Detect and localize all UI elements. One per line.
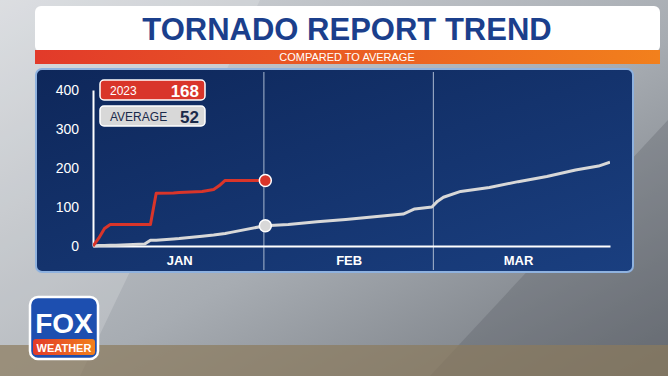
x-tick-label: JAN (167, 253, 193, 268)
legend-value: 52 (180, 108, 199, 127)
legend-value: 168 (171, 82, 199, 101)
latest-point (259, 220, 271, 232)
logo-subtext: WEATHER (37, 342, 92, 354)
plot-marks (93, 162, 610, 246)
y-tick: 300 (56, 121, 93, 137)
background-field (0, 345, 668, 376)
month-divider (433, 72, 434, 270)
x-tick: MAR (504, 246, 534, 268)
legend-label: AVERAGE (110, 110, 167, 124)
series-line (93, 162, 610, 246)
chart-root: TORNADO REPORT TREND COMPARED TO AVERAGE 0… (0, 0, 668, 376)
subtitle-bar (35, 50, 660, 64)
y-tick-label: 100 (56, 199, 80, 215)
x-tick: FEB (336, 246, 362, 268)
title: TORNADO REPORT TREND (142, 12, 551, 47)
y-tick: 0 (71, 238, 93, 254)
background (0, 0, 668, 376)
y-tick: 100 (56, 199, 93, 215)
logo: FOX WEATHER (30, 297, 98, 359)
chart-panel (36, 69, 633, 272)
y-tick: 400 (56, 82, 93, 98)
y-tick-label: 400 (56, 82, 80, 98)
y-tick-label: 300 (56, 121, 80, 137)
header-box (35, 6, 660, 52)
legend-swatch (100, 80, 205, 100)
subtitle: COMPARED TO AVERAGE (279, 51, 415, 63)
y-tick: 200 (56, 160, 93, 176)
x-tick-label: FEB (336, 253, 362, 268)
legend: 2023 168 AVERAGE 52 (100, 80, 205, 127)
legend-swatch (100, 106, 205, 126)
series-line (93, 180, 265, 246)
y-tick-label: 200 (56, 160, 80, 176)
x-axis: JAN FEB MAR (94, 246, 611, 268)
y-axis: 0 100 200 300 400 (56, 82, 94, 254)
x-tick-label: MAR (504, 253, 534, 268)
y-tick-label: 0 (71, 238, 79, 254)
legend-label: 2023 (110, 84, 137, 98)
logo-text: FOX (35, 308, 93, 339)
month-divider (263, 72, 264, 270)
x-axis-line (94, 246, 611, 248)
y-axis-line (93, 91, 95, 247)
latest-point (259, 174, 271, 186)
dividers (264, 72, 433, 270)
logo-band (33, 339, 95, 355)
logo-box (30, 297, 98, 359)
x-tick: JAN (167, 246, 193, 268)
